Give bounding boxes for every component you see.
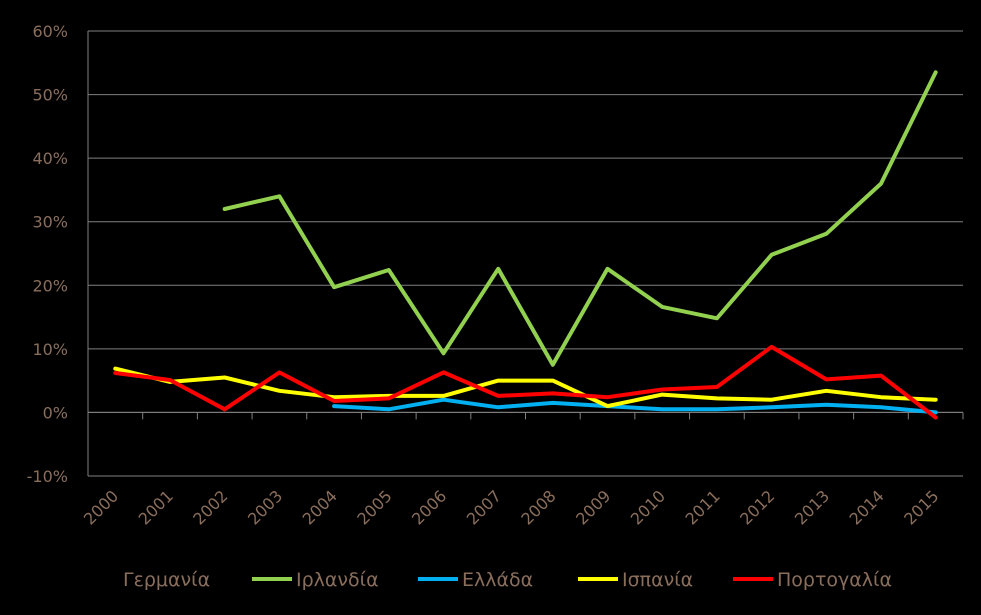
y-tick-label: -10% [27, 467, 68, 486]
y-tick-label: 60% [32, 22, 68, 41]
axes [87, 31, 964, 476]
x-tick-label: 2009 [572, 486, 614, 528]
legend-item: Πορτογαλία [733, 569, 892, 591]
x-tick-label: 2006 [408, 486, 450, 528]
y-tick-labels: 60% 50% 40% 30% 20% 10% 0% -10% [27, 22, 68, 486]
series-line-1 [222, 70, 938, 367]
x-tick-label: 2005 [353, 486, 395, 528]
x-tick-label: 2002 [189, 486, 231, 528]
gridlines [88, 30, 963, 477]
x-tick-label: 2013 [791, 486, 833, 528]
x-tick-label: 2015 [900, 486, 942, 528]
legend-label: Γερμανία [123, 569, 210, 591]
y-tick-label: 50% [32, 86, 68, 105]
y-tick-label: 40% [32, 149, 68, 168]
x-tick-label: 2008 [517, 486, 559, 528]
x-tick-label: 2003 [244, 486, 286, 528]
x-tick-label: 2012 [736, 486, 778, 528]
legend: Γερμανία Ιρλανδία Ελλάδα Ισπανία Πορτογαλία [123, 569, 892, 591]
legend-item: Γερμανία [123, 569, 210, 591]
series-lines [113, 70, 938, 420]
y-tick-label: 30% [32, 213, 68, 232]
legend-item: Ελλάδα [418, 569, 533, 591]
legend-label: Ελλάδα [462, 569, 533, 591]
x-tick-label: 2007 [463, 486, 505, 528]
legend-item: Ισπανία [578, 569, 693, 591]
x-tick-label: 2014 [846, 486, 888, 528]
series-line-2 [332, 397, 938, 415]
x-tick-label: 2010 [627, 486, 669, 528]
x-tick-label: 2001 [135, 486, 177, 528]
x-tick-labels: 2000 2001 2002 2003 2004 2005 2006 2007 2008 2009… [80, 486, 943, 528]
y-tick-label: 0% [43, 403, 68, 422]
x-tick-label: 2000 [80, 486, 122, 528]
y-tick-label: 10% [32, 340, 68, 359]
legend-item: Ιρλανδία [252, 569, 379, 591]
series-line-4 [113, 344, 938, 420]
x-tick-label: 2004 [299, 486, 341, 528]
legend-label: Πορτογαλία [777, 569, 892, 591]
legend-label: Ισπανία [622, 569, 693, 591]
legend-label: Ιρλανδία [296, 569, 379, 591]
series-line-3 [113, 366, 938, 409]
y-tick-label: 20% [32, 276, 68, 295]
x-tick-label: 2011 [682, 486, 724, 528]
